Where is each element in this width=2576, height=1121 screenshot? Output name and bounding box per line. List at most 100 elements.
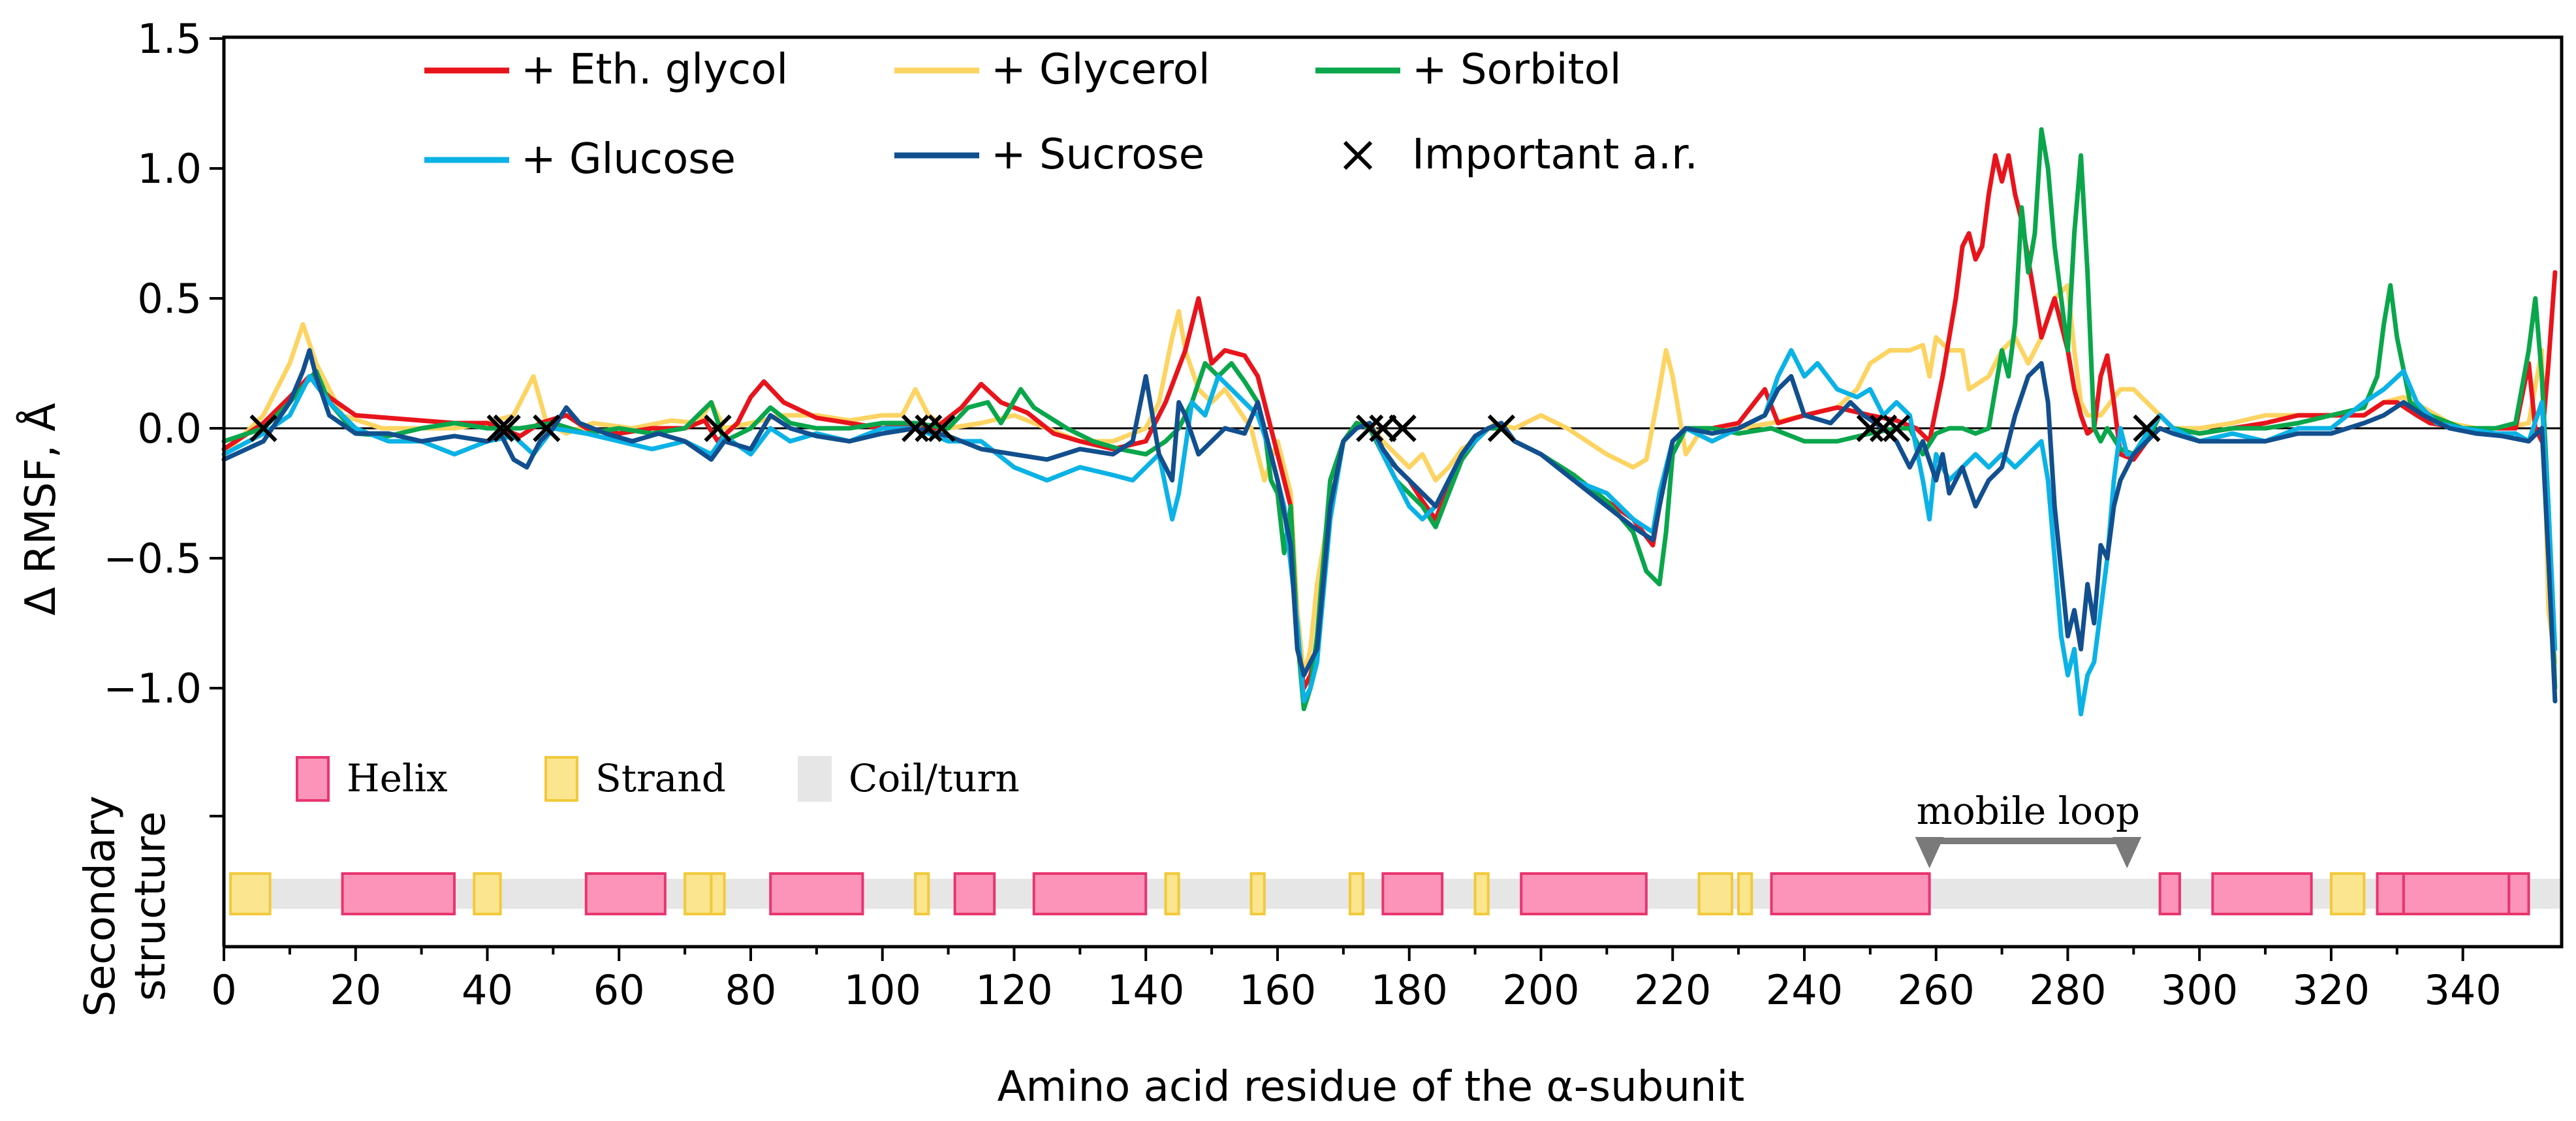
legend-item: + Sorbitol [1315,46,1622,94]
ss-axis-title-line2: structure [127,812,175,1001]
x-tick-label: 140 [1107,966,1184,1014]
strand-segment [1348,872,1365,915]
x-tick-label: 80 [725,966,777,1014]
marker-stroke [1487,414,1516,443]
legend-label: + Sorbitol [1412,46,1622,94]
x-tick-label: 300 [2161,966,2238,1014]
strand-segment [229,872,272,915]
legend-label: Important a.r. [1412,131,1698,179]
important-residue-marker [1356,414,1384,443]
helix-segment [2376,872,2405,915]
x-tick-label: 340 [2425,966,2502,1014]
secondary-structure-track [229,872,2562,915]
x-tick-label: 260 [1898,966,1975,1014]
mobile-loop-label: mobile loop [1917,789,2140,833]
marker-stroke [533,414,561,443]
important-residue-marker [2133,414,2161,443]
mobile-loop-arrow-left [1915,837,1944,868]
legend-item: + Glucose [424,135,736,183]
important-residue-marker [704,414,732,443]
legend-item: Important a.r. [1343,131,1698,179]
axes: 0 20 40 60 80 100 120 140 160 180 200 220 240 260 280 3… [103,15,2564,1014]
x-tick-label: 160 [1239,966,1316,1014]
marker-stroke [1883,414,1911,443]
helix-segment [953,872,996,915]
helix-segment [2158,872,2181,915]
ss-legend-item: Coil/turn [798,756,1020,802]
legend-item: + Glycerol [894,46,1210,94]
helix-segment [1770,872,1931,915]
helix-segment [1520,872,1648,915]
legend-label: + Glucose [521,135,736,183]
strand-segment [1249,872,1266,915]
legend-label: + Sucrose [991,131,1204,179]
x-tick-label: 200 [1502,966,1579,1014]
important-residue-marker [1869,414,1898,443]
x-tick-label: 240 [1766,966,1843,1014]
mobile-loop-arrow-right [2113,837,2142,868]
y-tick-label: −1.0 [103,665,202,712]
ss-legend-item: Strand [544,756,726,802]
secondary-structure-legend: Helix Strand Coil/turn [296,756,1020,802]
strand-segment [473,872,502,915]
y-tick-label: 1.5 [137,15,202,63]
helix-segment [2402,872,2511,915]
strand-segment [914,872,930,915]
series-line-sucrose [221,348,2558,704]
strand-segment [1737,872,1753,915]
y-axis-title: Δ RMSF, Å [16,403,65,616]
x-tick-label: 40 [462,966,513,1014]
y-tick-label: 0.5 [137,275,202,323]
series-line-glycerol [221,283,2558,678]
strand-segment [1164,872,1180,915]
marker-stroke [493,414,521,443]
important-residue-marker [493,414,521,443]
marker-stroke [1369,414,1397,443]
x-tick-label: 220 [1634,966,1711,1014]
marker-stroke [1869,414,1898,443]
ss-legend-swatch [296,756,330,802]
helix-segment [584,872,667,915]
important-residue-marker [1856,414,1884,443]
strand-segment [1473,872,1490,915]
legend-marker [1343,140,1373,170]
strand-segment [1697,872,1733,915]
strand-segment [2329,872,2366,915]
important-residue-marker [533,414,561,443]
x-axis-title: Amino acid residue of the α-subunit [997,1063,1745,1111]
mobile-loop-annotation: mobile loop [1915,789,2142,868]
x-tick-label: 320 [2293,966,2370,1014]
helix-segment [1032,872,1148,915]
strand-segment [710,872,726,915]
marker-stroke [1356,414,1384,443]
marker-stroke [928,414,956,443]
important-residue-marker [928,414,956,443]
ss-legend-label: Helix [347,756,448,800]
important-residue-marker [915,414,943,443]
x-tick-label: 280 [2029,966,2106,1014]
helix-segment [2507,872,2530,915]
y-tick-label: 1.0 [137,145,202,193]
ss-legend-swatch [544,756,578,802]
marker-stroke [902,414,930,443]
ss-legend-swatch [798,756,832,802]
ss-legend-label: Coil/turn [849,756,1020,800]
y-tick-label: −0.5 [103,535,202,582]
helix-segment [769,872,864,915]
marker-stroke [915,414,943,443]
ss-legend-item: Helix [296,756,448,802]
important-residue-markers [249,414,2161,443]
x-tick-label: 120 [975,966,1052,1014]
ss-axis-title-line1: Secondary [76,796,125,1017]
x-tick-label: 60 [593,966,645,1014]
important-residue-marker [902,414,930,443]
marker-stroke [486,414,514,443]
marker-stroke [704,414,732,443]
helix-segment [2211,872,2313,915]
legend-label: + Eth. glycol [521,46,788,94]
x-tick-label: 100 [844,966,921,1014]
marker-stroke [1856,414,1884,443]
important-residue-marker [1883,414,1911,443]
legend-item: + Eth. glycol [424,46,788,94]
